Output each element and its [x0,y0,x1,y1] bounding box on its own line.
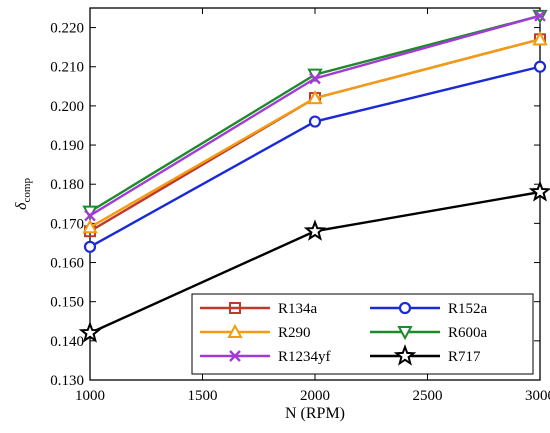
x-tick-label-1: 1500 [188,388,218,404]
series-R290 [82,31,548,234]
point-R152a-2 [533,60,547,73]
svg-text:δcomp: δcomp [13,178,33,210]
legend-item-R134a: R134a [200,301,318,317]
x-axis-label: N (RPM) [285,405,345,422]
legend-marker-R600a [397,326,413,341]
legend-item-R290: R290 [200,323,311,341]
series-layer [78,9,550,343]
y-tick-label-9: 0.220 [50,21,84,37]
x-tick-label-3: 2500 [413,388,443,404]
y-tick-label-6: 0.190 [50,138,84,154]
legend-items: R134a R152a R290 R600a R1234yf R717 [200,301,488,366]
point-R290-2 [532,31,548,46]
y-axis-label-main: δ [13,202,30,210]
series-R134a [84,33,546,238]
legend-item-R1234yf: R1234yf [200,349,331,365]
y-axis-label: δcomp [13,178,33,210]
point-R717-2 [528,180,550,202]
y-axis-label-sub: comp [21,178,33,203]
series-R717 [78,180,550,343]
legend-label-R1234yf: R1234yf [278,349,331,365]
legend-label-R152a: R152a [448,301,488,317]
point-R1234yf-1 [309,72,321,85]
x-tick-label-0: 1000 [75,388,105,404]
legend-label-R134a: R134a [278,301,318,317]
legend-marker-R1234yf [229,350,241,362]
legend: R134a R152a R290 R600a R1234yf R717 [191,293,534,375]
series-R152a [83,60,547,253]
y-tick-label-8: 0.210 [50,60,84,76]
x-tick-label-2: 2000 [300,388,330,404]
series-line-R134a [89,38,541,233]
series-line-R290 [89,38,541,229]
legend-label-R600a: R600a [448,325,488,341]
point-R717-1 [303,219,327,241]
y-tick-label-1: 0.140 [50,334,84,350]
y-tick-label-7: 0.200 [50,99,84,115]
y-tick-label-2: 0.150 [50,295,84,311]
point-R1234yf-0 [84,209,96,222]
point-R717-0 [78,321,102,343]
point-R152a-0 [83,240,97,253]
series-R1234yf [84,9,546,222]
legend-item-R717: R717 [370,344,481,366]
legend-marker-R152a [398,301,412,315]
legend-item-R152a: R152a [370,301,488,317]
point-R1234yf-2 [534,9,546,22]
legend-marker-R134a [229,302,241,314]
legend-label-R290: R290 [278,325,311,341]
point-R290-1 [307,89,323,105]
legend-marker-R290 [227,323,243,338]
y-tick-label-3: 0.160 [50,256,84,272]
y-tick-label-5: 0.180 [50,177,84,193]
legend-label-R717: R717 [448,349,481,365]
point-R290-0 [82,219,98,234]
legend-item-R600a: R600a [370,325,488,341]
legend-marker-R717 [393,344,417,366]
series-R600a [82,9,548,220]
point-R152a-1 [308,115,322,128]
series-line-R600a [89,14,541,213]
y-tick-label-4: 0.170 [50,216,84,232]
y-tick-label-0: 0.130 [50,373,84,389]
